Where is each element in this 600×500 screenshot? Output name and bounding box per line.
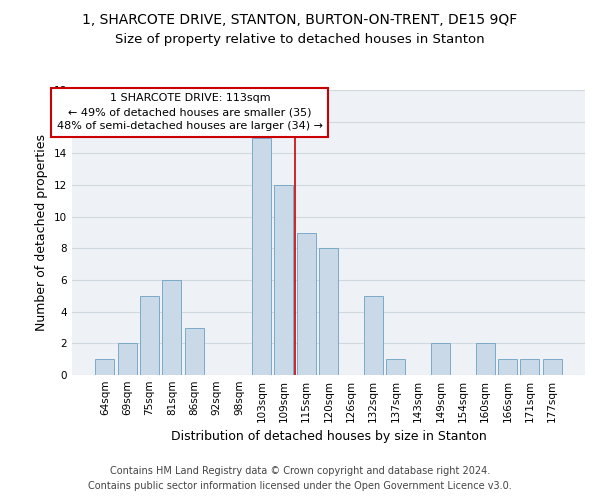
Bar <box>118 344 137 375</box>
Bar <box>431 344 450 375</box>
Bar <box>520 359 539 375</box>
Text: Contains HM Land Registry data © Crown copyright and database right 2024.: Contains HM Land Registry data © Crown c… <box>110 466 490 476</box>
Bar <box>542 359 562 375</box>
Text: Size of property relative to detached houses in Stanton: Size of property relative to detached ho… <box>115 32 485 46</box>
Bar <box>95 359 115 375</box>
Bar <box>296 232 316 375</box>
Text: Contains public sector information licensed under the Open Government Licence v3: Contains public sector information licen… <box>88 481 512 491</box>
Bar <box>163 280 181 375</box>
Bar <box>364 296 383 375</box>
Bar <box>476 344 494 375</box>
Bar <box>319 248 338 375</box>
Bar <box>498 359 517 375</box>
Y-axis label: Number of detached properties: Number of detached properties <box>35 134 49 331</box>
Bar <box>252 138 271 375</box>
Text: 1, SHARCOTE DRIVE, STANTON, BURTON-ON-TRENT, DE15 9QF: 1, SHARCOTE DRIVE, STANTON, BURTON-ON-TR… <box>82 12 518 26</box>
Bar <box>386 359 405 375</box>
Bar <box>274 185 293 375</box>
Bar <box>185 328 204 375</box>
Text: 1 SHARCOTE DRIVE: 113sqm
← 49% of detached houses are smaller (35)
48% of semi-d: 1 SHARCOTE DRIVE: 113sqm ← 49% of detach… <box>57 93 323 131</box>
Bar <box>140 296 159 375</box>
X-axis label: Distribution of detached houses by size in Stanton: Distribution of detached houses by size … <box>170 430 487 444</box>
